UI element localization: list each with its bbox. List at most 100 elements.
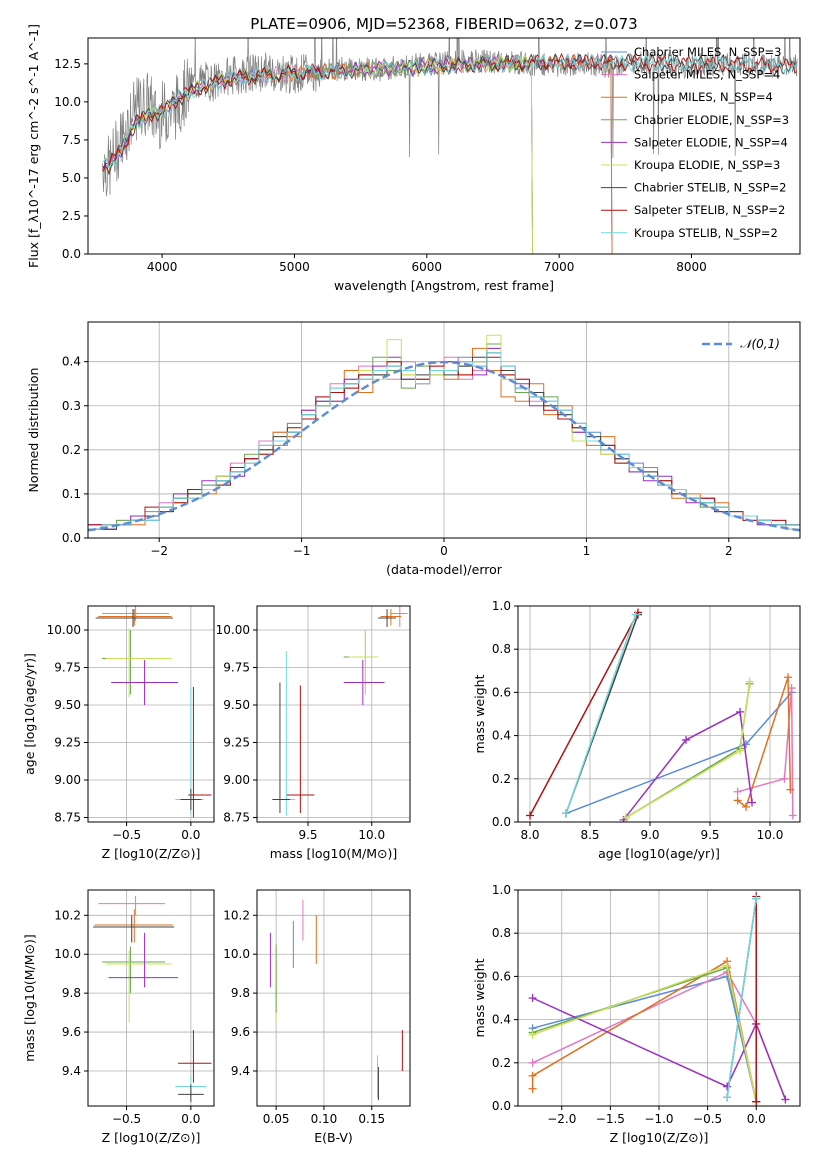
y-tick-label: 9.75 (54, 661, 81, 675)
weight-series-line (565, 614, 637, 814)
y-tick-label: 9.4 (62, 1064, 81, 1078)
x-tick-label: 0.0 (181, 828, 200, 842)
weight-series-marker (723, 961, 732, 970)
spectrum-model-line (102, 53, 534, 254)
weight-series-line (531, 960, 757, 1102)
x-tick-label: −2.0 (547, 1112, 576, 1126)
axes-frame (87, 37, 801, 255)
y-tick-label: 0.0 (492, 1099, 511, 1113)
panel-age-vs-mass: 9.5 10.0 8.75 9.00 9.25 9.50 9.75 10.00 mass [lo… (216, 605, 411, 861)
y-tick-label: 9.25 (223, 736, 250, 750)
legend: 𝒩(0,1) (702, 337, 780, 351)
y-tick-label: 0.2 (62, 443, 81, 457)
weight-series-marker (528, 1030, 537, 1039)
y-tick-label: 0.0 (492, 815, 511, 829)
y-tick-label: 5.0 (62, 171, 81, 185)
weight-series-marker (528, 1058, 537, 1067)
x-tick-label: 9.0 (640, 828, 659, 842)
y-tick-label: 0.2 (492, 1056, 511, 1070)
x-tick-label: 0.0 (181, 1112, 200, 1126)
y-tick-label: 10.2 (223, 908, 250, 922)
legend-entry: Chabrier STELIB, N_SSP=2 (634, 181, 786, 195)
weight-series-marker (733, 796, 742, 805)
y-tick-label: 0.4 (62, 355, 81, 369)
axes-frame (256, 889, 411, 1107)
y-tick-label: 9.6 (231, 1025, 250, 1039)
panel-weight-vs-z: −2.0 −1.5 −1.0 −0.5 0.0 0.0 0.2 0.4 0.6 0.8 1.0 Z [… (472, 883, 801, 1145)
x-tick-label: 0 (440, 544, 448, 558)
x-tick-label: 0.15 (358, 1112, 385, 1126)
weight-series-marker (742, 802, 750, 811)
weight-series-line (623, 710, 753, 821)
x-tick-label: 4000 (147, 260, 178, 274)
weight-series-marker (784, 673, 792, 682)
y-tick-label: 10.00 (47, 623, 81, 637)
x-tick-label: 10.0 (757, 828, 784, 842)
y-tick-label: 9.8 (231, 986, 250, 1000)
axes-frame (87, 889, 215, 1107)
y-tick-label: 9.25 (54, 736, 81, 750)
x-tick-label: −0.5 (112, 828, 141, 842)
weight-series-line (737, 677, 792, 809)
legend-entry: Salpeter ELODIE, N_SSP=4 (634, 135, 788, 149)
x-tick-label: 0.10 (311, 1112, 338, 1126)
plot-area (93, 895, 212, 1103)
plot-area (528, 892, 790, 1106)
weight-series-marker (752, 1097, 761, 1106)
panel-mass-vs-ebv: 0.05 0.10 0.15 9.4 9.6 9.8 10.0 10.2 E(B-V) (223, 889, 411, 1145)
y-tick-label: 0.8 (492, 926, 511, 940)
y-tick-label: 10.00 (216, 623, 250, 637)
weight-series-line (532, 997, 787, 1100)
weight-series-line (529, 612, 639, 816)
weight-series-marker (528, 1084, 537, 1093)
y-tick-label: 12.5 (54, 57, 81, 71)
weight-series-marker (733, 787, 742, 796)
x-tick-label: −1.0 (644, 1112, 673, 1126)
spectrum-model-line (102, 54, 534, 254)
y-axis-label: Flux [f_λ10^-17 erg cm^-2 s^-1 A^-1] (26, 24, 41, 268)
legend-entry: Chabrier MILES, N_SSP=3 (634, 45, 781, 59)
x-axis-label: E(B-V) (314, 1130, 353, 1145)
legend: Chabrier MILES, N_SSP=3 Salpeter MILES, N… (601, 45, 789, 240)
x-axis-label: Z [log10(Z/Z⊙)] (102, 1130, 201, 1145)
plot-area (526, 608, 797, 822)
axes-frame (87, 605, 215, 823)
legend-entry: Salpeter MILES, N_SSP=4 (634, 68, 780, 82)
y-tick-label: 9.50 (54, 698, 81, 712)
y-tick-label: 0.6 (492, 685, 511, 699)
x-tick-label: 1 (583, 544, 591, 558)
figure-title: PLATE=0906, MJD=52368, FIBERID=0632, z=0… (250, 15, 637, 33)
panel-mass-vs-z: −0.5 0.0 9.4 9.6 9.8 10.0 10.2 Z [log10(Z/Z⊙)] m… (22, 889, 215, 1145)
x-tick-label: −1 (293, 544, 311, 558)
x-tick-label: 8.5 (580, 828, 599, 842)
y-axis-label: Normed distribution (26, 368, 41, 493)
legend-entry: Kroupa MILES, N_SSP=4 (634, 90, 773, 104)
y-tick-label: 0.0 (62, 247, 81, 261)
spectrum-model-line (102, 53, 613, 254)
y-tick-label: 9.4 (231, 1064, 250, 1078)
x-axis-label: wavelength [Angstrom, rest frame] (334, 278, 554, 293)
spectrum-model-line (102, 53, 613, 254)
weight-series-marker (788, 811, 797, 820)
y-tick-label: 7.5 (62, 133, 81, 147)
weight-series-line (532, 964, 757, 1102)
y-tick-label: 1.0 (492, 599, 511, 613)
x-tick-label: −2 (150, 544, 168, 558)
weight-series-marker (786, 785, 795, 794)
y-tick-label: 8.75 (223, 811, 250, 825)
plot-area (88, 334, 800, 532)
legend-entry: Chabrier ELODIE, N_SSP=3 (634, 113, 789, 127)
y-axis-label: age [log10(age/yr)] (22, 653, 37, 775)
weight-series-marker (631, 610, 640, 619)
weight-series-marker (723, 1093, 732, 1102)
weight-series-marker (528, 994, 537, 1002)
spectrum-model-line (102, 55, 534, 254)
panel-age-vs-z: −0.5 0.0 8.75 9.00 9.25 9.50 9.75 10.00 Z [log10… (22, 605, 215, 861)
x-tick-label: −0.5 (693, 1112, 722, 1126)
x-tick-label: 10.0 (358, 828, 385, 842)
x-axis-label: Z [log10(Z/Z⊙)] (102, 846, 201, 861)
legend-entry: Salpeter STELIB, N_SSP=2 (634, 203, 785, 217)
y-tick-label: 10.2 (54, 908, 81, 922)
y-axis-label: mass [log10(M/M⊙)] (22, 934, 37, 1062)
weight-series-marker (622, 813, 630, 822)
